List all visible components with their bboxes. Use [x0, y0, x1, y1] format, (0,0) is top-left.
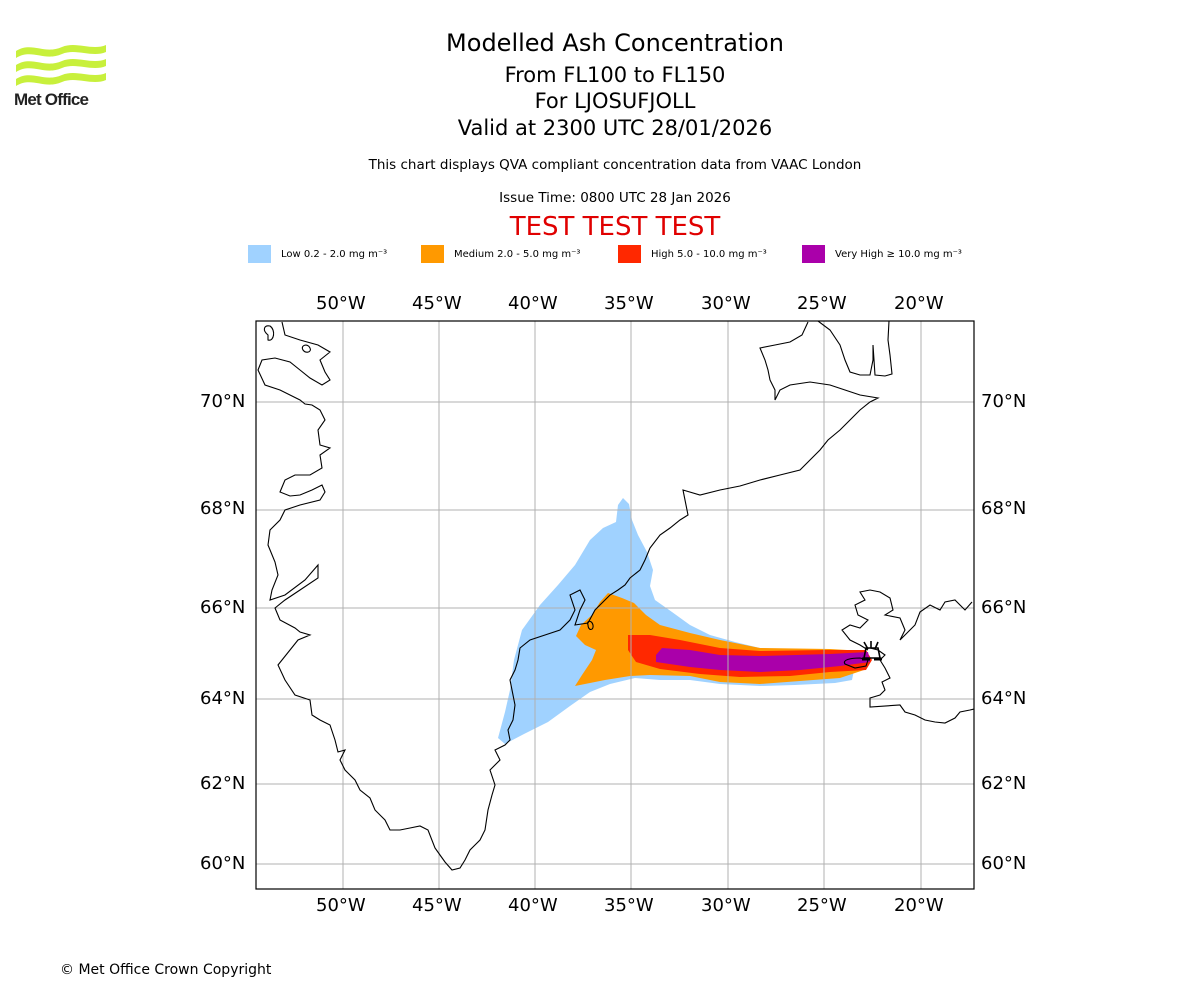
legend-swatch-very-high: [802, 245, 825, 263]
lat-label-right-62n: 62°N: [981, 773, 1027, 794]
map-frame: [255, 320, 975, 890]
issue-time: Issue Time: 0800 UTC 28 Jan 2026: [499, 190, 731, 206]
gridlines: [256, 321, 974, 889]
coastline-iceland: [841, 589, 974, 724]
lon-label-top-40w: 40°W: [508, 293, 558, 314]
valid-time: Valid at 2300 UTC 28/01/2026: [457, 116, 773, 140]
coastline-island-3: [587, 620, 594, 631]
coastlines: [257, 321, 974, 871]
coastline-westman: [843, 657, 869, 669]
chart-title: Modelled Ash Concentration: [446, 29, 784, 57]
legend-label-low: Low 0.2 - 2.0 mg m⁻³: [281, 248, 388, 260]
lat-label-left-70n: 70°N: [200, 391, 246, 412]
lat-label-left-60n: 60°N: [200, 853, 246, 874]
legend-label-very-high: Very High ≥ 10.0 mg m⁻³: [835, 248, 962, 260]
lon-label-top-45w: 45°W: [412, 293, 462, 314]
lon-label-top-50w: 50°W: [316, 293, 366, 314]
legend-item-low: Low 0.2 - 2.0 mg m⁻³: [248, 244, 387, 264]
legend-swatch-medium: [421, 245, 444, 263]
ash-region-very-high: [656, 648, 870, 672]
lon-label-bottom-30w: 30°W: [701, 895, 751, 916]
chart-description: This chart displays QVA compliant concen…: [368, 157, 862, 173]
lon-label-bottom-25w: 25°W: [797, 895, 847, 916]
lat-label-right-60n: 60°N: [981, 853, 1027, 874]
lon-label-bottom-40w: 40°W: [508, 895, 558, 916]
lon-label-bottom-20w: 20°W: [894, 895, 944, 916]
lat-label-left-66n: 66°N: [200, 597, 246, 618]
legend-label-high: High 5.0 - 10.0 mg m⁻³: [651, 248, 767, 260]
legend-swatch-high: [618, 245, 641, 263]
lat-label-right-64n: 64°N: [981, 688, 1027, 709]
lat-label-left-62n: 62°N: [200, 773, 246, 794]
test-banner: TEST TEST TEST: [509, 212, 721, 242]
lat-label-left-64n: 64°N: [200, 688, 246, 709]
coastline-greenland-west: [257, 321, 880, 871]
legend-item-very-high: Very High ≥ 10.0 mg m⁻³: [802, 244, 962, 264]
met-office-logo-text: Met Office: [14, 90, 89, 109]
lat-label-right-68n: 68°N: [981, 498, 1027, 519]
coastline-greenland-east: [817, 321, 893, 377]
lon-label-bottom-45w: 45°W: [412, 895, 462, 916]
legend-label-medium: Medium 2.0 - 5.0 mg m⁻³: [454, 248, 581, 260]
lon-label-top-30w: 30°W: [701, 293, 751, 314]
flight-level-range: From FL100 to FL150: [504, 63, 726, 87]
lon-label-bottom-35w: 35°W: [604, 895, 654, 916]
lat-label-left-68n: 68°N: [200, 498, 246, 519]
coastline-island-2: [301, 344, 311, 353]
lon-label-top-25w: 25°W: [797, 293, 847, 314]
legend-item-high: High 5.0 - 10.0 mg m⁻³: [618, 244, 767, 264]
lon-label-top-20w: 20°W: [894, 293, 944, 314]
lat-label-right-66n: 66°N: [981, 597, 1027, 618]
lon-label-bottom-50w: 50°W: [316, 895, 366, 916]
met-office-logo-icon: [16, 45, 106, 86]
legend-swatch-low: [248, 245, 271, 263]
copyright-notice: © Met Office Crown Copyright: [60, 962, 272, 978]
legend-item-medium: Medium 2.0 - 5.0 mg m⁻³: [421, 244, 580, 264]
volcano-icon: [862, 641, 882, 661]
coastline-island-1: [263, 325, 275, 341]
lat-label-right-70n: 70°N: [981, 391, 1027, 412]
lon-label-top-35w: 35°W: [604, 293, 654, 314]
volcano-name: For LJOSUFJOLL: [534, 89, 696, 113]
ash-region-low: [498, 498, 856, 744]
